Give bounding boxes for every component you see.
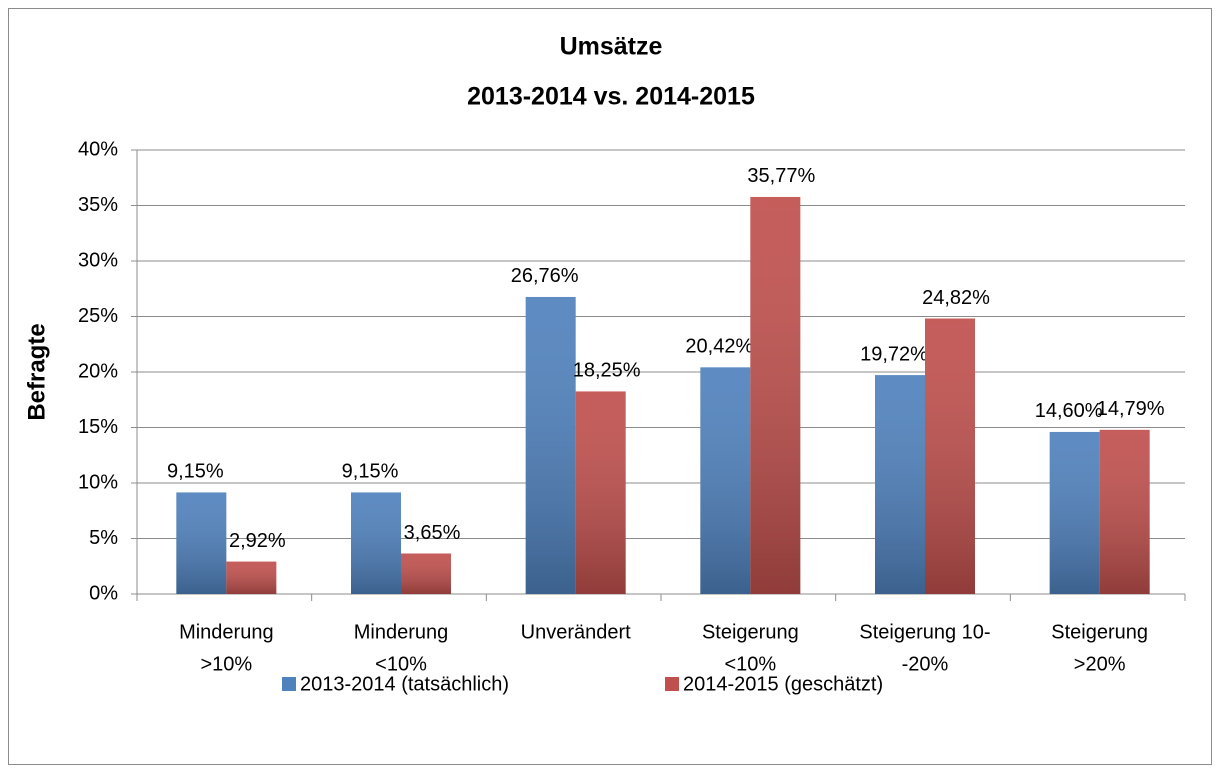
bar-shade	[925, 318, 975, 594]
chart-frame	[8, 8, 1212, 765]
bar-shade	[700, 367, 751, 594]
y-tick-label: 25%	[78, 305, 118, 327]
value-label: 18,25%	[573, 360, 641, 382]
x-tick-label: Steigerung	[702, 621, 799, 643]
value-label: 19,72%	[860, 343, 928, 365]
y-tick-label: 30%	[78, 249, 118, 271]
bar-shade	[1049, 431, 1100, 594]
x-tick-label: -20%	[902, 653, 949, 675]
legend-swatch	[665, 677, 679, 691]
bar-shade	[351, 492, 401, 594]
x-tick-label: Unverändert	[521, 621, 632, 643]
value-label: 26,76%	[511, 265, 579, 287]
bar-shade	[575, 391, 626, 594]
chart-title: 2013-2014 vs. 2014-2015	[467, 83, 755, 111]
x-tick-label: Steigerung 10-	[859, 621, 990, 643]
value-label: 20,42%	[685, 336, 753, 358]
legend-label: 2014-2015 (geschätzt)	[683, 673, 883, 695]
value-label: 3,65%	[404, 522, 461, 544]
legend-label: 2013-2014 (tatsächlich)	[300, 673, 509, 695]
value-label: 14,79%	[1097, 398, 1165, 420]
y-tick-label: 10%	[78, 471, 118, 493]
bar-shade	[226, 561, 277, 594]
y-tick-label: 20%	[78, 360, 118, 382]
y-tick-label: 40%	[78, 138, 118, 160]
y-tick-label: 0%	[89, 582, 118, 604]
value-label: 14,60%	[1035, 400, 1103, 422]
bar-shade	[176, 492, 227, 594]
value-label: 2,92%	[229, 530, 286, 552]
x-tick-label: Steigerung	[1051, 621, 1148, 643]
y-tick-label: 35%	[78, 194, 118, 216]
bar-shade	[750, 196, 801, 594]
value-label: 24,82%	[922, 287, 990, 309]
x-tick-label: <10%	[375, 653, 427, 675]
x-tick-label: Minderung	[179, 621, 274, 643]
y-tick-label: 5%	[89, 527, 118, 549]
legend-swatch	[282, 677, 296, 691]
y-tick-label: 15%	[78, 416, 118, 438]
x-tick-label: >20%	[1074, 653, 1126, 675]
x-tick-label: Minderung	[354, 621, 449, 643]
x-tick-label: <10%	[724, 653, 776, 675]
value-label: 35,77%	[747, 165, 815, 187]
bar-shade	[525, 296, 576, 594]
x-tick-label: >10%	[200, 653, 252, 675]
bar-shade	[1099, 429, 1150, 594]
value-label: 9,15%	[342, 461, 399, 483]
bar-shade	[401, 553, 451, 594]
value-label: 9,15%	[167, 461, 224, 483]
chart-title: Umsätze	[560, 33, 663, 61]
bar-shade	[875, 375, 925, 594]
y-axis-title: Befragte	[23, 323, 50, 420]
